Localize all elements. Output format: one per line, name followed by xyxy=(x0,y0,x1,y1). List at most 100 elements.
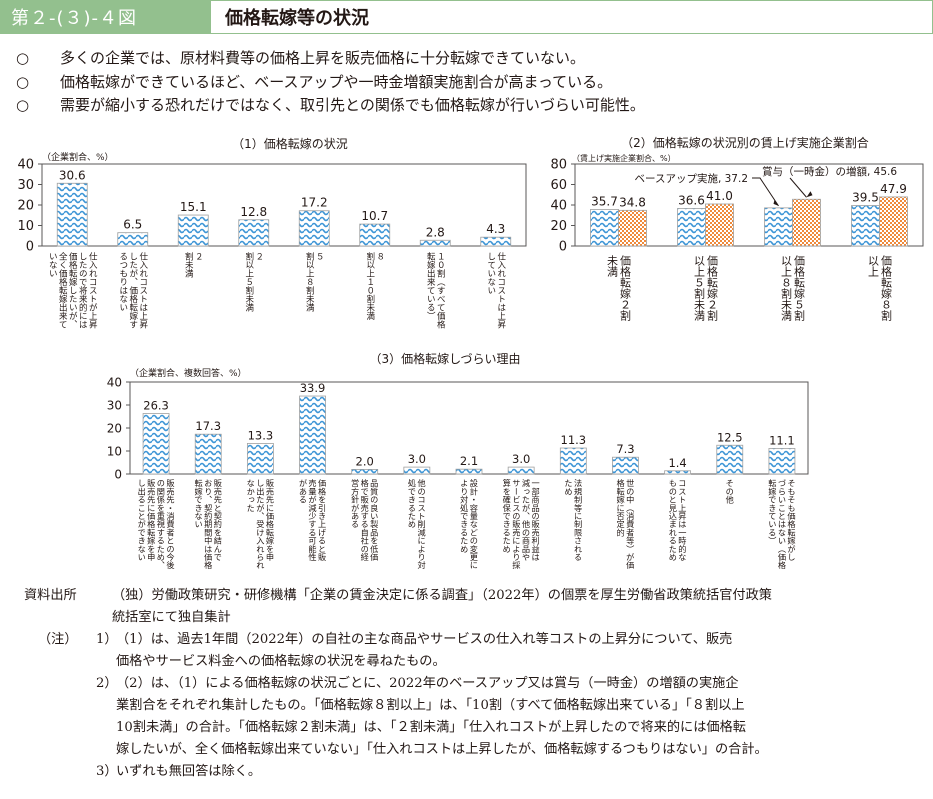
x-tick-label: おり、契約期間中は価格 xyxy=(203,479,213,570)
chart-wage-increase-by-pass-through: （2）価格転嫁の状況別の賃上げ実施企業割合 （賃上げ実施企業割合、%） 0 20 4… xyxy=(550,135,924,322)
x-tick-label: ２ xyxy=(254,252,264,261)
x-tick-label: 格転嫁に否定的 xyxy=(616,478,626,537)
x-tick-label: 価格転嫁２割 xyxy=(706,255,719,322)
note-line: 業割合をそれぞれ集計したもの。「価格転嫁８割以上」は、「10割（すべて価格転嫁出… xyxy=(116,698,745,713)
x-tick-label: 格で販売する自社の経 xyxy=(360,478,370,562)
bar xyxy=(618,209,647,247)
note-item: 3） いずれも無回答は除く。 xyxy=(96,761,929,783)
data-label: 13.3 xyxy=(248,428,274,442)
x-tick-label: 仕入れコストは上昇 xyxy=(496,251,506,329)
note-number: 3） xyxy=(96,764,118,779)
bar xyxy=(764,207,793,247)
annotation-arrow xyxy=(789,177,807,198)
notes-label: （注） xyxy=(38,632,78,647)
chart-title: （3）価格転嫁しづらい理由 xyxy=(370,351,521,366)
x-tick-label: 設計・容量などの変更に xyxy=(469,478,479,569)
x-tick-label: 処できるため xyxy=(407,478,417,528)
data-label: 7.3 xyxy=(616,442,634,456)
bar xyxy=(194,433,222,475)
data-label: 35.7 xyxy=(591,194,618,208)
y-tick-label: 30 xyxy=(107,399,122,413)
bar xyxy=(705,203,734,247)
x-tick-label: コスト上昇は一時的な xyxy=(677,479,687,561)
note-line: いずれも無回答は除く。 xyxy=(116,764,262,779)
x-tick-label: 転嫁出来ている） xyxy=(425,252,435,320)
y-tick-label: 0 xyxy=(114,468,122,482)
chart-reasons-hard-to-pass-through: （3）価格転嫁しづらい理由 （企業割合、複数回答、%） 0 10 20 30 40 26.… xyxy=(107,351,809,570)
data-label: 6.5 xyxy=(123,218,142,232)
y-tick-label: 20 xyxy=(107,422,122,436)
note-line: 嫁したいが、全く価格転嫁出来ていない」「仕入れコストは上昇したが、価格転嫁するつ… xyxy=(116,742,768,757)
x-tick-label: 未満 xyxy=(606,255,619,278)
bar xyxy=(716,444,744,475)
x-tick-label: 算を確保できるため xyxy=(502,478,512,553)
bar xyxy=(56,182,88,247)
x-tick-label: 他のコスト削減により対 xyxy=(417,478,427,569)
bar xyxy=(851,205,880,247)
x-tick-label: ５ xyxy=(314,252,324,261)
x-tick-label: 割以上５割未満 xyxy=(244,251,254,312)
x-tick-label: その他 xyxy=(725,479,735,505)
circle-bullet-icon: ○ xyxy=(16,49,30,67)
bullet-text: 多くの企業では、原材料費等の価格上昇を販売価格に十分転嫁できていない。 xyxy=(60,49,586,67)
y-tick-label: 40 xyxy=(107,376,122,390)
x-tick-label: 割以上８割未満 xyxy=(304,251,314,312)
x-tick-label: 以上５割未満 xyxy=(693,255,706,322)
bar xyxy=(879,196,908,247)
bar xyxy=(177,214,209,247)
bar xyxy=(117,232,149,247)
x-tick-label: いない xyxy=(47,252,57,278)
x-tick-label: 価格転嫁２割 xyxy=(619,255,632,322)
bar xyxy=(612,456,639,475)
note-item: 1） （1）は、過去1年間（2022年）の自社の主な商品やサービスの仕入れ等コス… xyxy=(96,629,929,673)
arrow-head-icon xyxy=(806,191,813,198)
annotation-arrow xyxy=(752,177,779,207)
bar xyxy=(299,395,326,475)
x-tick-label: ため xyxy=(564,479,574,495)
y-tick-label: 40 xyxy=(17,158,34,173)
bar xyxy=(419,239,451,247)
bar xyxy=(768,448,796,475)
y-tick-label: 0 xyxy=(559,240,567,255)
charts-area: （1）価格転嫁の状況 （企業割合、%） 0 10 20 30 40 30.6 6.5 15.1… xyxy=(17,135,924,570)
figure-title: 価格転嫁等の状況 xyxy=(211,1,932,33)
source-section: 資料出所 （独）労働政策研究・研修機構「企業の賃金決定に係る調査」（2022年）… xyxy=(24,585,929,629)
data-label: 2.1 xyxy=(460,454,478,468)
bullet-item: ○ 需要が縮小する恐れだけではなく、取引先との関係でも価格転嫁が行いづらい可能性。 xyxy=(16,94,645,118)
x-tick-label: 仕入れコストは上昇 xyxy=(138,251,148,329)
data-label: 39.5 xyxy=(852,191,879,205)
notes-section: （注） 1） （1）は、過去1年間（2022年）の自社の主な商品やサービスの仕入… xyxy=(24,629,929,783)
source-line: 統括室にて独自集計 xyxy=(112,610,231,625)
data-label: 12.8 xyxy=(240,205,267,219)
x-tick-label: 販売先に価格転嫁を申 xyxy=(146,478,156,562)
chart-title: （2）価格転嫁の状況別の賃上げ実施企業割合 xyxy=(621,135,869,150)
summary-bullets: ○ 多くの企業では、原材料費等の価格上昇を販売価格に十分転嫁できていない。 ○ 価格… xyxy=(16,47,645,118)
chart-title: （1）価格転嫁の状況 xyxy=(232,136,348,151)
x-tick-label: 販売先に価格転嫁を申 xyxy=(265,478,275,562)
bar xyxy=(359,223,391,247)
x-tick-label: サービスの販売により採 xyxy=(511,479,521,570)
data-label: 36.6 xyxy=(678,193,705,207)
data-label: 3.0 xyxy=(408,452,426,466)
bar xyxy=(677,208,706,247)
note-number: 2） xyxy=(96,676,118,691)
data-label: 41.0 xyxy=(706,189,733,203)
note-number: 1） xyxy=(96,632,118,647)
x-tick-label: し出ることができない xyxy=(137,479,147,561)
y-tick-label: 20 xyxy=(550,219,567,234)
circle-bullet-icon: ○ xyxy=(16,96,30,114)
bar xyxy=(559,447,587,475)
bar xyxy=(590,209,619,247)
y-tick-label: 40 xyxy=(550,199,567,214)
bar xyxy=(792,198,821,247)
data-label: 3.0 xyxy=(512,452,530,466)
arrow-head-icon xyxy=(773,199,779,206)
x-tick-label: ものと見込まれるため xyxy=(668,479,678,561)
x-tick-label: 販売先と契約を結んで xyxy=(213,478,223,561)
x-tick-label: 仕入れコストが上昇 xyxy=(87,251,97,329)
x-tick-label: 価格を引き上げると販 xyxy=(317,478,327,562)
y-tick-label: 0 xyxy=(26,240,34,255)
data-label: 17.3 xyxy=(195,419,221,433)
chart-price-pass-through-status: （1）価格転嫁の状況 （企業割合、%） 0 10 20 30 40 30.6 6.5 15.1… xyxy=(17,136,527,329)
x-tick-label: なかった xyxy=(246,479,256,512)
